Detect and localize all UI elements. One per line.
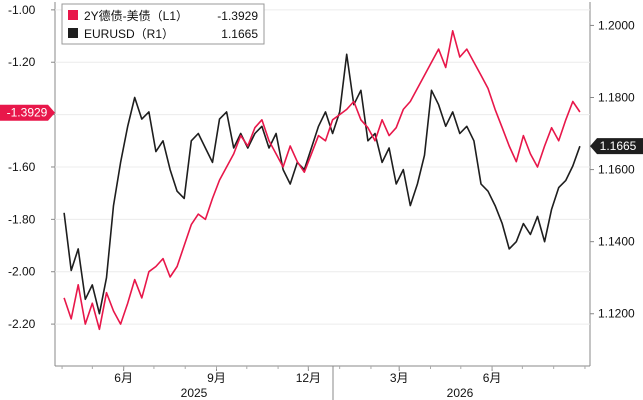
x-tick-label: 3月	[390, 371, 409, 385]
left-badge-shape	[0, 104, 55, 121]
right-badge-text: 1.1665	[600, 139, 637, 153]
right-badge-shape	[590, 138, 643, 155]
x-tick-label: 6月	[114, 371, 133, 385]
year-label: 2025	[181, 386, 208, 400]
left-badge-text: -1.3929	[7, 106, 48, 120]
right-tick-label: 1.2000	[598, 18, 635, 32]
right-tick-label: 1.1400	[598, 235, 635, 249]
x-tick-label: 12月	[296, 371, 321, 385]
left-last-value-badge: -1.3929	[0, 104, 55, 121]
legend-swatch-spread	[68, 10, 78, 20]
series-line-spread	[63, 29, 581, 331]
legend-swatch-eurusd	[68, 28, 78, 38]
legend: 2Y德债-美债（L1） -1.3929 EURUSD（R1） 1.1665	[61, 3, 265, 45]
series-layer	[63, 29, 581, 331]
x-tick-label: 9月	[207, 371, 226, 385]
left-axis-ticks: -1.00-1.20-1.40-1.60-1.80-2.00-2.20	[8, 3, 55, 331]
left-tick-label: -2.20	[8, 317, 36, 331]
series-line-eurusd	[63, 53, 581, 315]
x-tick-label: 6月	[483, 371, 502, 385]
legend-box	[61, 3, 265, 45]
legend-value-spread: -1.3929	[217, 9, 258, 23]
left-tick-label: -1.80	[8, 212, 36, 226]
left-tick-label: -1.60	[8, 160, 36, 174]
legend-value-eurusd: 1.1665	[221, 27, 258, 41]
plot-area	[55, 2, 590, 366]
right-tick-label: 1.1200	[598, 307, 635, 321]
x-axis-ticks: 6月 9月 12月 3月 6月 2025 2026	[61, 366, 586, 400]
left-tick-label: -1.20	[8, 55, 36, 69]
right-tick-label: 1.1800	[598, 91, 635, 105]
legend-label-spread: 2Y德债-美债（L1）	[84, 8, 188, 23]
legend-label-eurusd: EURUSD（R1）	[84, 27, 174, 41]
right-last-value-badge: 1.1665	[590, 138, 643, 155]
left-tick-label: -2.00	[8, 265, 36, 279]
year-label: 2026	[447, 386, 474, 400]
right-tick-label: 1.1600	[598, 163, 635, 177]
left-tick-label: -1.00	[8, 3, 36, 17]
right-axis-ticks: 1.2000 1.1800 1.1600 1.1400 1.1200	[590, 18, 635, 321]
